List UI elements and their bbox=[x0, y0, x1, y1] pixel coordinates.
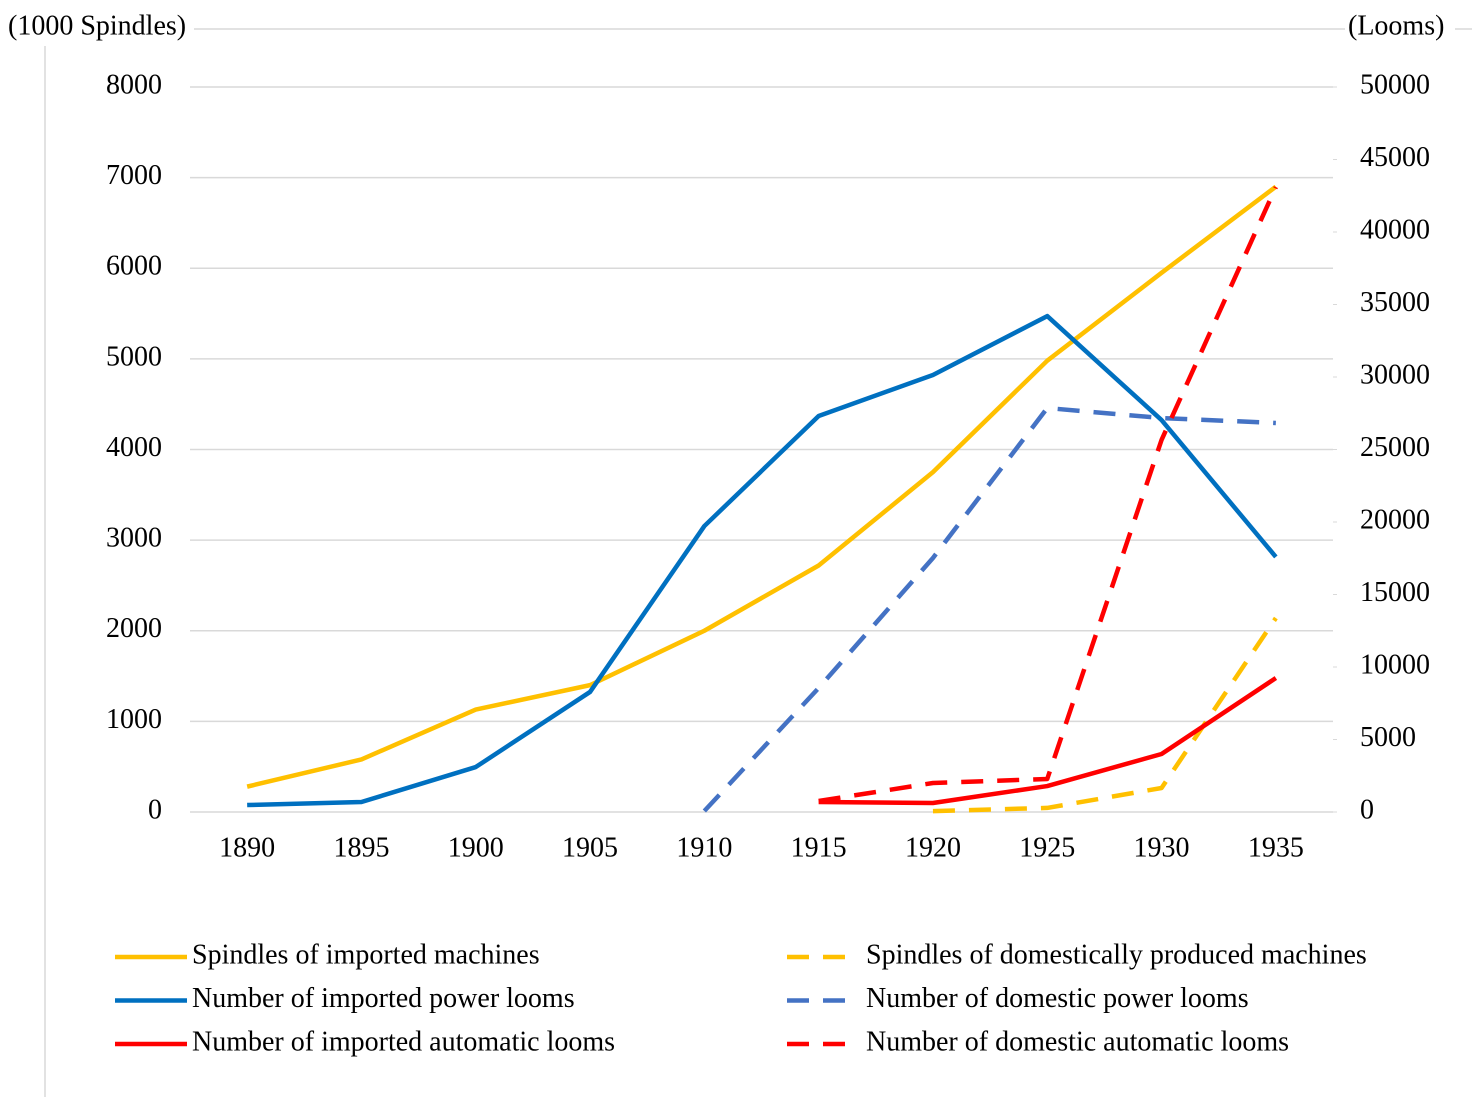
series-line bbox=[247, 313, 1278, 808]
legend-label: Spindles of domestically produced machin… bbox=[866, 939, 1367, 970]
y2-axis-label: (Looms) bbox=[1348, 10, 1444, 41]
y2-tick-label: 15000 bbox=[1360, 577, 1430, 608]
series-line bbox=[818, 186, 1278, 804]
x-tick-label: 1905 bbox=[562, 832, 618, 863]
y2-tick-label: 40000 bbox=[1360, 214, 1430, 245]
series-line bbox=[246, 184, 1278, 789]
y-tick-label: 3000 bbox=[106, 523, 162, 554]
y-tick-label: 0 bbox=[148, 794, 162, 825]
y2-tick-label: 20000 bbox=[1360, 504, 1430, 535]
y-tick-label: 6000 bbox=[106, 251, 162, 282]
y-tick-label: 2000 bbox=[106, 613, 162, 644]
x-tick-label: 1915 bbox=[791, 832, 847, 863]
y2-tick-label: 25000 bbox=[1360, 432, 1430, 463]
x-tick-label: 1930 bbox=[1134, 832, 1190, 863]
label-bg bbox=[1345, 10, 1455, 46]
x-tick-label: 1895 bbox=[333, 832, 389, 863]
y-tick-label: 5000 bbox=[106, 341, 162, 372]
y-tick-label: 8000 bbox=[106, 69, 162, 100]
x-tick-label: 1935 bbox=[1248, 832, 1304, 863]
y-tick-label: 7000 bbox=[106, 160, 162, 191]
y-axis-label: (1000 Spindles) bbox=[8, 10, 186, 41]
x-tick-label: 1925 bbox=[1019, 832, 1075, 863]
series-line bbox=[818, 676, 1278, 806]
x-tick-label: 1890 bbox=[219, 832, 275, 863]
y2-tick-label: 5000 bbox=[1360, 722, 1416, 753]
y2-tick-label: 0 bbox=[1360, 794, 1374, 825]
series-line bbox=[932, 616, 1278, 814]
y2-tick-label: 45000 bbox=[1360, 142, 1430, 173]
legend-label: Number of domestic automatic looms bbox=[866, 1026, 1289, 1057]
x-tick-label: 1920 bbox=[905, 832, 961, 863]
legend-label: Spindles of imported machines bbox=[192, 939, 540, 970]
y2-tick-label: 35000 bbox=[1360, 287, 1430, 318]
label-bg bbox=[4, 10, 194, 46]
y2-tick-label: 50000 bbox=[1360, 69, 1430, 100]
legend-label: Number of imported automatic looms bbox=[192, 1026, 615, 1057]
y2-tick-label: 10000 bbox=[1360, 649, 1430, 680]
legend-label: Number of imported power looms bbox=[192, 983, 575, 1014]
x-tick-label: 1910 bbox=[676, 832, 732, 863]
y2-tick-label: 30000 bbox=[1360, 359, 1430, 390]
y-tick-label: 4000 bbox=[106, 432, 162, 463]
x-tick-label: 1900 bbox=[448, 832, 504, 863]
series-line bbox=[702, 405, 1276, 813]
y-tick-label: 1000 bbox=[106, 704, 162, 735]
legend-label: Number of domestic power looms bbox=[866, 983, 1249, 1014]
